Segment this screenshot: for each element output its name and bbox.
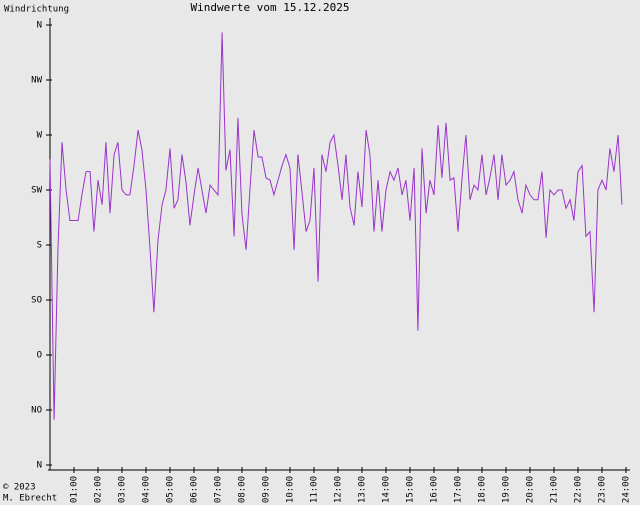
x-tick-label: 23:00 [598,476,608,503]
x-tick-label: 14:00 [382,476,392,503]
x-tick-label: 05:00 [166,476,176,503]
author: M. Ebrecht [3,494,57,504]
y-tick-label: SW [31,186,42,196]
y-tick-label: O [37,351,42,361]
x-tick-label: 12:00 [334,476,344,503]
x-tick-label: 16:00 [430,476,440,503]
x-tick-label: 03:00 [118,476,128,503]
y-tick-label: N [37,21,42,31]
x-tick-label: 01:00 [70,476,80,503]
x-tick-label: 11:00 [310,476,320,503]
y-tick-label: S [37,241,42,251]
chart-title: Windwerte vom 15.12.2025 [191,1,350,14]
x-tick-label: 21:00 [550,476,560,503]
x-tick-label: 17:00 [454,476,464,503]
x-tick-label: 19:00 [502,476,512,503]
x-tick-label: 22:00 [574,476,584,503]
y-axis-label: Windrichtung [4,5,69,15]
x-tick-label: 18:00 [478,476,488,503]
x-tick-label: 08:00 [238,476,248,503]
y-tick-label: NW [31,76,42,86]
y-tick-label: NO [31,406,42,416]
x-tick-label: 10:00 [286,476,296,503]
y-tick-label: N [37,461,42,471]
x-tick-label: 15:00 [406,476,416,503]
x-tick-label: 20:00 [526,476,536,503]
x-tick-label: 24:00 [622,476,632,503]
x-tick-label: 13:00 [358,476,368,503]
x-tick-label: 07:00 [214,476,224,503]
x-tick-label: 06:00 [190,476,200,503]
y-tick-label: SO [31,296,42,306]
data-line [49,32,623,420]
copyright: © 2023 [3,483,36,493]
x-tick-label: 02:00 [94,476,104,503]
x-tick-label: 09:00 [262,476,272,503]
y-tick-label: W [37,131,43,141]
x-tick-label: 04:00 [142,476,152,503]
